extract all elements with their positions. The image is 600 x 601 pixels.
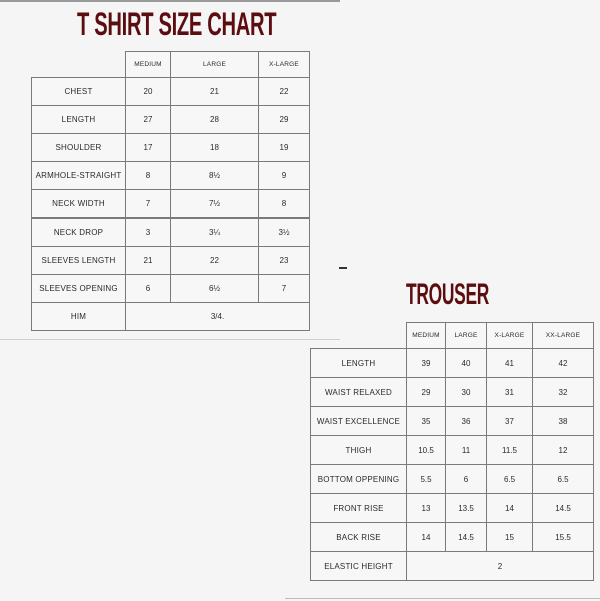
value-cell: 12 <box>532 435 594 465</box>
row-label: BACK RISE <box>310 522 407 552</box>
value-cell: 7 <box>125 189 171 219</box>
value-cell: 41 <box>486 348 533 378</box>
column-header: XX-LARGE <box>532 322 594 349</box>
trouser-title: TROUSER <box>406 278 490 311</box>
value-cell: 3 <box>125 217 171 247</box>
column-header: LARGE <box>445 322 487 349</box>
row-label: FRONT RISE <box>310 493 407 523</box>
value-cell: 42 <box>532 348 594 378</box>
value-cell: 28 <box>170 105 259 135</box>
bottom-divider <box>285 598 600 599</box>
tshirt-title: T SHIRT SIZE CHART <box>77 6 277 42</box>
value-cell: 6 <box>125 273 171 303</box>
value-cell: 31 <box>486 377 533 407</box>
value-cell: 11 <box>445 435 487 465</box>
value-cell: 35 <box>406 406 446 436</box>
value-cell: 15 <box>486 522 533 552</box>
value-cell: 6.5 <box>532 464 594 494</box>
value-cell: 10.5 <box>406 435 446 465</box>
value-cell: 37 <box>486 406 533 436</box>
value-cell: 6 <box>445 464 487 494</box>
value-cell: 19 <box>258 133 310 163</box>
row-label: SLEEVES OPENING <box>31 273 126 303</box>
column-header: LARGE <box>170 51 259 78</box>
value-cell: 13.5 <box>445 493 487 523</box>
middle-divider <box>0 339 340 340</box>
value-cell: 14.5 <box>532 493 594 523</box>
row-label: WAIST RELAXED <box>310 377 407 407</box>
row-label: SHOULDER <box>31 133 126 163</box>
value-cell: 40 <box>445 348 487 378</box>
value-cell: 22 <box>258 77 310 107</box>
column-header: X-LARGE <box>258 51 310 78</box>
value-cell: 23 <box>258 245 310 275</box>
value-cell: 18 <box>170 133 259 163</box>
row-label: THIGH <box>310 435 407 465</box>
value-cell: 6.5 <box>486 464 533 494</box>
row-label: SLEEVES LENGTH <box>31 245 126 275</box>
row-label: NECK WIDTH <box>31 189 126 219</box>
row-label: LENGTH <box>310 348 407 378</box>
value-cell: 38 <box>532 406 594 436</box>
value-cell: 39 <box>406 348 446 378</box>
value-cell: 29 <box>406 377 446 407</box>
row-label: HIM <box>31 301 126 331</box>
value-cell: 27 <box>125 105 171 135</box>
value-cell: 8 <box>258 189 310 219</box>
row-label: NECK DROP <box>31 217 126 247</box>
value-cell: 22 <box>170 245 259 275</box>
row-label: CHEST <box>31 77 126 107</box>
value-cell: 14 <box>486 493 533 523</box>
value-cell: 3½ <box>258 217 310 247</box>
column-header: MEDIUM <box>406 322 446 349</box>
merged-value-cell: 3/4. <box>125 301 310 331</box>
value-cell: 11.5 <box>486 435 533 465</box>
value-cell: 6½ <box>170 273 259 303</box>
row-label: WAIST EXCELLENCE <box>310 406 407 436</box>
value-cell: 14 <box>406 522 446 552</box>
value-cell: 3¼ <box>170 217 259 247</box>
value-cell: 36 <box>445 406 487 436</box>
value-cell: 8½ <box>170 161 259 191</box>
row-label: ELASTIC HEIGHT <box>310 551 407 581</box>
value-cell: 20 <box>125 77 171 107</box>
top-divider <box>0 0 340 2</box>
merged-value-cell: 2 <box>406 551 594 581</box>
value-cell: 7 <box>258 273 310 303</box>
row-label: LENGTH <box>31 105 126 135</box>
value-cell: 29 <box>258 105 310 135</box>
value-cell: 8 <box>125 161 171 191</box>
value-cell: 32 <box>532 377 594 407</box>
value-cell: 13 <box>406 493 446 523</box>
value-cell: 30 <box>445 377 487 407</box>
column-header: X-LARGE <box>486 322 533 349</box>
row-label: ARMHOLE-STRAIGHT <box>31 161 126 191</box>
value-cell: 15.5 <box>532 522 594 552</box>
value-cell: 14.5 <box>445 522 487 552</box>
dash-mark <box>339 267 347 269</box>
value-cell: 7½ <box>170 189 259 219</box>
value-cell: 21 <box>170 77 259 107</box>
value-cell: 5.5 <box>406 464 446 494</box>
value-cell: 17 <box>125 133 171 163</box>
column-header: MEDIUM <box>125 51 171 78</box>
value-cell: 21 <box>125 245 171 275</box>
value-cell: 9 <box>258 161 310 191</box>
row-label: BOTTOM OPPENING <box>310 464 407 494</box>
